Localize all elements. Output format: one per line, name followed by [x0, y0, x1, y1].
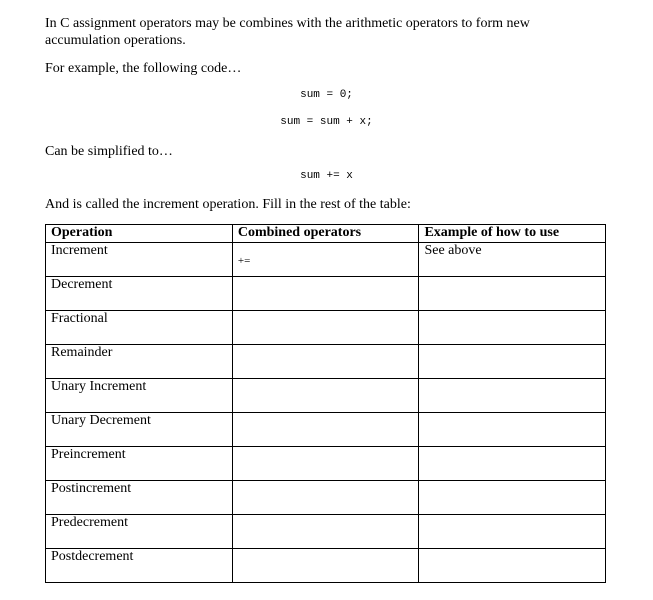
operation-cell[interactable]: Postincrement: [45, 480, 233, 515]
combined-cell[interactable]: [231, 412, 420, 447]
example-cell[interactable]: [418, 310, 606, 345]
code-line-3: sum += x: [300, 170, 353, 182]
example-cell[interactable]: [418, 446, 606, 481]
combined-cell[interactable]: [231, 344, 420, 379]
operation-cell[interactable]: Unary Decrement: [45, 412, 233, 447]
combined-cell-text: +=: [237, 255, 251, 267]
combined-cell[interactable]: [231, 446, 420, 481]
operation-cell-text: Unary Increment: [51, 379, 147, 394]
code-line-2: sum = sum + x;: [280, 116, 373, 128]
operation-cell-text: Postdecrement: [51, 549, 134, 564]
table-header-row: Operation Combined operators Example of …: [45, 224, 606, 243]
operators-table: Operation Combined operators Example of …: [45, 224, 606, 583]
operation-cell-text: Increment: [51, 243, 108, 258]
example-cell[interactable]: [418, 378, 606, 413]
combined-cell[interactable]: [231, 514, 420, 549]
header-combined: Combined operators: [231, 224, 420, 243]
table-row: Predecrement: [45, 514, 606, 549]
operation-cell-text: Remainder: [51, 345, 113, 360]
operation-cell[interactable]: Preincrement: [45, 446, 233, 481]
table-row: Postincrement: [45, 480, 606, 515]
intro-paragraph: In C assignment operators may be combine…: [45, 16, 530, 48]
example-cell-text: See above: [424, 243, 482, 258]
table-row: Fractional: [45, 310, 606, 345]
example-cell[interactable]: [418, 412, 606, 447]
combined-cell[interactable]: [231, 480, 420, 515]
table-row: Unary Increment: [45, 378, 606, 413]
operation-cell-text: Postincrement: [51, 481, 132, 496]
example-cell[interactable]: [418, 480, 606, 515]
example-cell[interactable]: [418, 514, 606, 549]
table-row: Increment += See above: [45, 242, 606, 277]
operation-cell[interactable]: Fractional: [45, 310, 233, 345]
table-row: Preincrement: [45, 446, 606, 481]
table-row: Unary Decrement: [45, 412, 606, 447]
table-row: Postdecrement: [45, 548, 606, 583]
code-line-1: sum = 0;: [300, 89, 353, 101]
combined-cell[interactable]: [231, 276, 420, 311]
combined-cell[interactable]: [231, 378, 420, 413]
example-cell[interactable]: [418, 548, 606, 583]
combined-cell[interactable]: [231, 310, 420, 345]
operation-cell-text: Decrement: [51, 277, 113, 292]
combined-cell[interactable]: [231, 548, 420, 583]
table-row: Decrement: [45, 276, 606, 311]
header-operation: Operation: [45, 224, 233, 243]
example-cell[interactable]: [418, 276, 606, 311]
combined-cell[interactable]: +=: [231, 242, 420, 277]
operation-cell[interactable]: Increment: [45, 242, 233, 277]
header-example: Example of how to use: [418, 224, 606, 243]
example-paragraph: For example, the following code…: [45, 61, 242, 76]
called-paragraph: And is called the increment operation. F…: [45, 197, 411, 212]
operation-cell[interactable]: Postdecrement: [45, 548, 233, 583]
operation-cell-text: Fractional: [51, 311, 108, 326]
operation-cell-text: Preincrement: [51, 447, 126, 462]
example-cell[interactable]: [418, 344, 606, 379]
simplified-paragraph: Can be simplified to…: [45, 144, 173, 159]
operation-cell[interactable]: Remainder: [45, 344, 233, 379]
example-cell[interactable]: See above: [418, 242, 606, 277]
operation-cell-text: Predecrement: [51, 515, 128, 530]
operation-cell[interactable]: Decrement: [45, 276, 233, 311]
operation-cell[interactable]: Unary Increment: [45, 378, 233, 413]
operation-cell-text: Unary Decrement: [51, 413, 151, 428]
table-row: Remainder: [45, 344, 606, 379]
operation-cell[interactable]: Predecrement: [45, 514, 233, 549]
